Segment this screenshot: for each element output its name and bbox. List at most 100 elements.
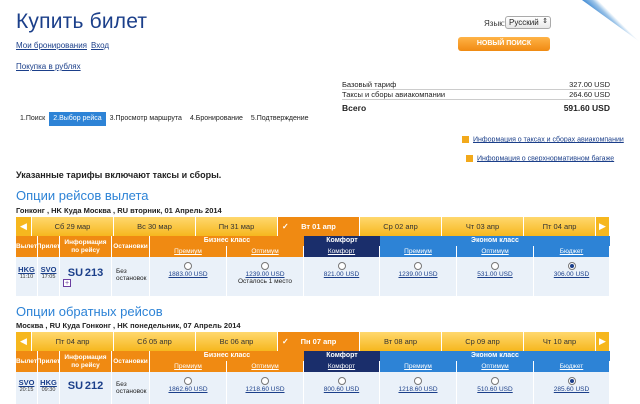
taxes-value: 264.60 USD <box>569 90 610 99</box>
taxes-label: Таксы и сборы авиакомпании <box>342 90 446 99</box>
departure-airport[interactable]: HKG <box>18 265 35 274</box>
date-tab[interactable]: Пт 04 апр <box>32 332 114 351</box>
economy-class-header: Эконом класс <box>380 351 610 361</box>
my-bookings-link[interactable]: Мои бронирования <box>16 41 87 50</box>
prev-dates-arrow-icon[interactable]: ◀ <box>16 217 32 236</box>
fare-price: 1862.60 USD <box>168 386 208 393</box>
step-review-route: 3.Просмотр маршрута <box>109 115 182 122</box>
date-tab[interactable]: Сб 05 апр <box>114 332 196 351</box>
taxes-info-text: Информация о таксах и сборах авиакомпани… <box>473 136 624 144</box>
fare-cell[interactable]: 1218.60 USD <box>227 372 304 404</box>
login-link[interactable]: Вход <box>91 41 110 50</box>
fare-cell[interactable]: 800.60 USD <box>304 372 380 404</box>
departure-header: Вылет <box>16 236 38 257</box>
date-tab-label: Вт 01 апр <box>301 222 336 231</box>
fare-radio-selected[interactable] <box>567 262 576 270</box>
fare-radio[interactable] <box>337 377 346 385</box>
fare-radio[interactable] <box>491 377 499 385</box>
step-booking: 4.Бронирование <box>189 115 243 122</box>
date-tab-label: Пн 07 апр <box>300 337 337 346</box>
fare-price: 306.00 USD <box>553 271 590 278</box>
fare-cell[interactable]: 1239.00 USD <box>380 257 457 296</box>
fare-price: 1218.60 USD <box>245 386 285 393</box>
fare-cell[interactable]: 510.60 USD <box>457 372 534 404</box>
fare-radio[interactable] <box>491 262 499 270</box>
rub-purchase-link[interactable]: Покупка в рублях <box>16 62 81 71</box>
comfort-column[interactable]: Комфорт <box>304 246 380 257</box>
fare-cell[interactable]: 531.00 USD <box>457 257 534 296</box>
next-dates-arrow-icon[interactable]: ▶ <box>596 217 610 236</box>
premium-column[interactable]: Премиум <box>380 361 457 372</box>
date-tab-selected[interactable]: ✓ Пн 07 апр <box>278 332 360 351</box>
fare-radio[interactable] <box>337 262 346 270</box>
check-icon: ✓ <box>282 337 289 346</box>
fare-cell[interactable]: 1218.60 USD <box>380 372 457 404</box>
fare-cell-selected[interactable]: 306.00 USD <box>534 257 610 296</box>
arrival-airport[interactable]: HKG <box>40 378 57 387</box>
premium-column[interactable]: Премиум <box>150 246 227 257</box>
fare-radio[interactable] <box>414 377 422 385</box>
date-tab[interactable]: Пн 31 мар <box>196 217 278 236</box>
flight-info-header: Информация по рейсу <box>60 236 112 257</box>
fare-note: Указанные тарифы включают таксы и сборы. <box>16 170 222 180</box>
premium-column[interactable]: Премиум <box>150 361 227 372</box>
fare-radio[interactable] <box>184 377 192 385</box>
date-tab-selected[interactable]: ✓ Вт 01 апр <box>278 217 360 236</box>
date-tab[interactable]: Пт 04 апр <box>524 217 596 236</box>
outbound-date-bar: ◀ Сб 29 мар Вс 30 мар Пн 31 мар ✓ Вт 01 а… <box>16 217 610 236</box>
fare-radio[interactable] <box>184 262 192 270</box>
departure-cell: HKG 11:10 <box>16 257 38 296</box>
date-tab[interactable]: Чт 10 апр <box>524 332 596 351</box>
baggage-info-link[interactable]: Информация о сверхнормативном багаже <box>466 155 614 162</box>
fare-cell[interactable]: 1239.00 USD Осталось 1 место <box>227 257 304 296</box>
fare-cell[interactable]: 821.00 USD <box>304 257 380 296</box>
date-tab[interactable]: Вс 06 апр <box>196 332 278 351</box>
budget-column[interactable]: Бюджет <box>534 246 610 257</box>
flight-number[interactable]: 213 <box>84 267 104 279</box>
fare-cell[interactable]: 1883.00 USD <box>150 257 227 296</box>
step-confirmation: 5.Подтверждение <box>250 115 309 122</box>
fare-radio[interactable] <box>261 377 269 385</box>
departure-airport[interactable]: SVO <box>18 378 35 387</box>
airline-code: SU <box>67 380 84 392</box>
taxes-info-link[interactable]: Информация о таксах и сборах авиакомпани… <box>462 136 624 143</box>
total-value: 591.60 USD <box>563 103 610 113</box>
optimum-column[interactable]: Оптимум <box>457 361 534 372</box>
arrival-time: 09:30 <box>41 387 56 393</box>
prev-dates-arrow-icon[interactable]: ◀ <box>16 332 32 351</box>
flight-number[interactable]: 212 <box>84 380 104 392</box>
language-select[interactable]: Русский ⇕ <box>505 16 551 29</box>
date-tab[interactable]: Чт 03 апр <box>442 217 524 236</box>
fare-price: 1218.60 USD <box>398 386 438 393</box>
fare-radio-selected[interactable] <box>567 377 576 385</box>
fare-price: 1239.00 USD <box>398 271 438 278</box>
comfort-class-header: Комфорт <box>304 351 380 361</box>
optimum-column[interactable]: Оптимум <box>227 361 304 372</box>
seats-left-note: Осталось 1 место <box>237 278 293 285</box>
date-tab[interactable]: Вс 30 мар <box>114 217 196 236</box>
arrival-header: Прилет <box>37 351 60 372</box>
comfort-column[interactable]: Комфорт <box>304 361 380 372</box>
fare-price: 531.00 USD <box>477 271 513 278</box>
total-label: Всего <box>342 103 367 113</box>
date-tab[interactable]: Вт 08 апр <box>360 332 442 351</box>
fare-radio[interactable] <box>261 262 269 270</box>
expand-plus-icon[interactable]: + <box>63 279 71 287</box>
stops-header: Остановки <box>112 236 150 257</box>
inbound-title: Опции обратных рейсов <box>16 304 163 319</box>
premium-column[interactable]: Премиум <box>380 246 457 257</box>
fare-cell-selected[interactable]: 285.60 USD <box>534 372 610 404</box>
date-tab[interactable]: Ср 09 апр <box>442 332 524 351</box>
next-dates-arrow-icon[interactable]: ▶ <box>596 332 610 351</box>
arrival-airport[interactable]: SVO <box>40 265 57 274</box>
date-tab[interactable]: Сб 29 мар <box>32 217 114 236</box>
budget-column[interactable]: Бюджет <box>534 361 610 372</box>
new-search-button[interactable]: НОВЫЙ ПОИСК <box>458 37 550 51</box>
departure-time: 11:10 <box>19 274 34 280</box>
date-tab[interactable]: Ср 02 апр <box>360 217 442 236</box>
fare-cell[interactable]: 1862.60 USD <box>150 372 227 404</box>
optimum-column[interactable]: Оптимум <box>227 246 304 257</box>
optimum-column[interactable]: Оптимум <box>457 246 534 257</box>
step-search[interactable]: 1.Поиск <box>20 115 46 122</box>
fare-radio[interactable] <box>414 262 422 270</box>
